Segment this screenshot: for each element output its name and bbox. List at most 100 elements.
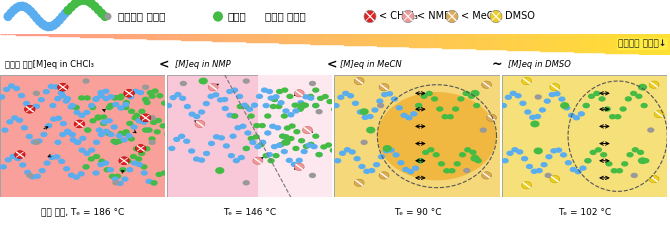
Circle shape (309, 81, 316, 86)
Circle shape (415, 103, 422, 108)
Circle shape (274, 125, 281, 131)
Circle shape (273, 153, 279, 158)
Circle shape (360, 140, 368, 145)
Circle shape (117, 131, 125, 136)
Circle shape (44, 160, 51, 166)
Circle shape (284, 125, 291, 131)
Circle shape (638, 84, 647, 91)
Text: [M]eq in DMSO: [M]eq in DMSO (508, 60, 571, 69)
Circle shape (198, 78, 208, 84)
Circle shape (308, 142, 315, 147)
Circle shape (141, 170, 148, 176)
Circle shape (550, 148, 557, 153)
Circle shape (136, 162, 143, 167)
Circle shape (78, 147, 86, 153)
Circle shape (90, 2, 99, 11)
Circle shape (287, 112, 295, 117)
Circle shape (281, 113, 288, 119)
Circle shape (558, 96, 565, 102)
Circle shape (269, 123, 277, 129)
Circle shape (142, 127, 149, 133)
Circle shape (105, 13, 111, 20)
Circle shape (231, 113, 239, 119)
Circle shape (68, 103, 76, 108)
Circle shape (383, 145, 392, 152)
Circle shape (249, 140, 257, 145)
Circle shape (253, 157, 263, 164)
Circle shape (282, 108, 289, 114)
Circle shape (373, 162, 380, 167)
Circle shape (340, 110, 348, 116)
Circle shape (175, 97, 182, 102)
Circle shape (64, 96, 71, 101)
Circle shape (649, 175, 659, 183)
Circle shape (88, 103, 95, 108)
Text: <: < (159, 58, 170, 71)
Circle shape (377, 103, 385, 108)
Circle shape (169, 137, 176, 142)
Circle shape (151, 88, 159, 94)
Circle shape (303, 126, 312, 134)
Circle shape (92, 170, 100, 176)
Circle shape (539, 107, 546, 113)
Circle shape (482, 81, 492, 88)
Circle shape (402, 167, 409, 172)
Circle shape (279, 133, 286, 139)
Circle shape (332, 103, 340, 108)
FancyBboxPatch shape (167, 75, 332, 197)
Circle shape (533, 148, 543, 154)
Circle shape (543, 99, 551, 104)
Circle shape (293, 129, 301, 134)
Circle shape (516, 149, 523, 155)
Circle shape (295, 158, 303, 163)
FancyBboxPatch shape (258, 75, 332, 197)
Circle shape (253, 123, 261, 128)
Circle shape (342, 91, 349, 96)
Text: < NMP: < NMP (417, 11, 450, 22)
Circle shape (635, 94, 643, 99)
Circle shape (93, 140, 100, 145)
Circle shape (376, 99, 383, 104)
Circle shape (297, 106, 304, 112)
Circle shape (125, 133, 133, 138)
Circle shape (84, 0, 92, 6)
Circle shape (161, 170, 168, 176)
Circle shape (301, 149, 308, 154)
Circle shape (170, 95, 177, 100)
Circle shape (64, 6, 72, 15)
Circle shape (107, 132, 115, 137)
Circle shape (344, 147, 351, 152)
Text: 이중블록 고분자: 이중블록 고분자 (118, 11, 165, 22)
Circle shape (5, 157, 12, 163)
Circle shape (78, 95, 85, 101)
Circle shape (68, 104, 75, 110)
Circle shape (213, 11, 223, 22)
Circle shape (637, 150, 644, 155)
Circle shape (464, 147, 472, 153)
Circle shape (609, 114, 616, 119)
Circle shape (168, 146, 176, 151)
Circle shape (251, 103, 258, 108)
Circle shape (550, 175, 559, 183)
Text: Tₑ = 146 °C: Tₑ = 146 °C (223, 208, 277, 217)
Circle shape (33, 91, 40, 96)
Circle shape (470, 155, 480, 162)
Circle shape (480, 127, 487, 133)
Circle shape (593, 91, 600, 96)
Circle shape (97, 162, 105, 167)
Circle shape (112, 140, 119, 145)
Circle shape (63, 166, 70, 171)
Circle shape (12, 3, 21, 12)
Circle shape (135, 156, 142, 162)
Circle shape (583, 103, 590, 108)
Circle shape (138, 151, 145, 156)
Circle shape (182, 186, 188, 192)
Circle shape (279, 133, 286, 139)
Circle shape (402, 10, 414, 23)
Circle shape (89, 105, 96, 110)
Circle shape (595, 147, 602, 153)
Circle shape (102, 160, 109, 166)
Circle shape (148, 136, 155, 142)
Circle shape (112, 140, 119, 145)
Circle shape (74, 120, 84, 128)
